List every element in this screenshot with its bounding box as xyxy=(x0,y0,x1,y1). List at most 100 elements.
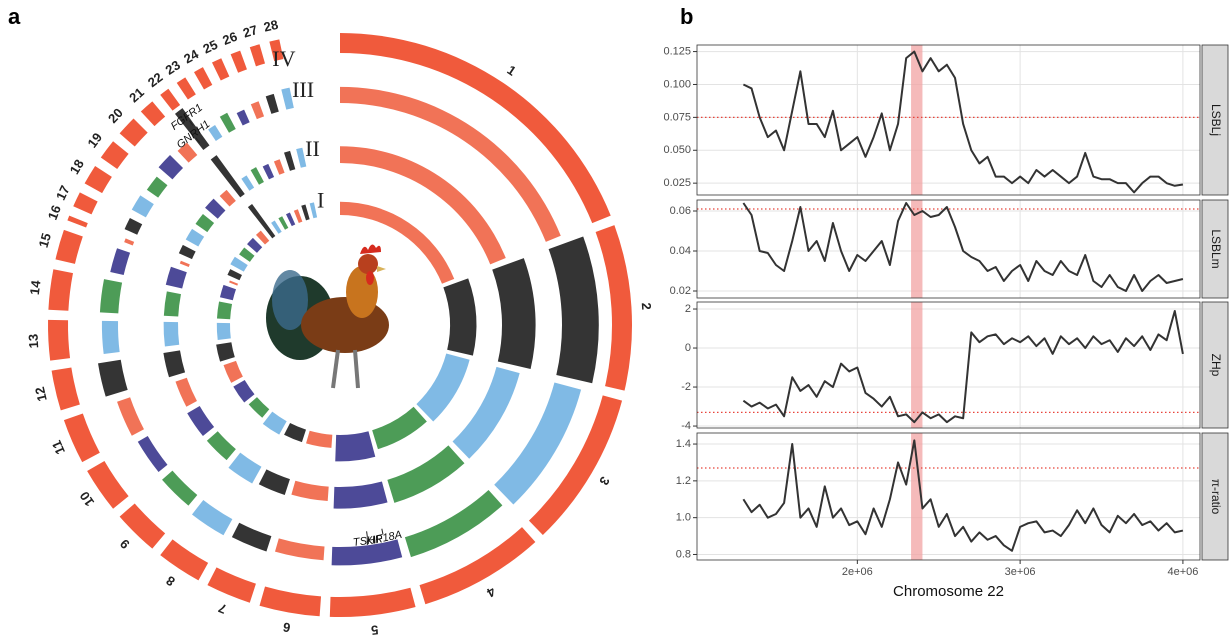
track-signal xyxy=(205,198,226,219)
track-signal xyxy=(285,212,296,227)
chromosome-block xyxy=(269,39,284,62)
chromosome-block xyxy=(207,567,256,603)
chromosome-block xyxy=(140,101,166,127)
strip-background xyxy=(1201,432,1229,561)
highlight-region xyxy=(911,45,923,195)
chromosome-label: 4 xyxy=(484,584,498,601)
track-signal xyxy=(250,167,264,185)
track-signal xyxy=(296,147,307,168)
strip-background xyxy=(1201,199,1229,299)
track-signal xyxy=(163,291,181,317)
track-signal xyxy=(443,278,477,356)
track-signal xyxy=(262,163,275,180)
track-signal xyxy=(281,87,294,110)
chromosome-block xyxy=(528,395,623,536)
track-signal xyxy=(124,217,143,235)
track-signal xyxy=(229,280,239,286)
track-signal xyxy=(278,216,289,230)
strip-background xyxy=(1201,301,1229,429)
chromosome-block xyxy=(419,527,536,605)
track-signal xyxy=(387,445,465,503)
chromosome-label: 5 xyxy=(370,622,379,638)
chromosome-label: 9 xyxy=(117,536,133,552)
track-signal xyxy=(191,499,233,536)
track-label: I xyxy=(317,188,324,213)
track-signal xyxy=(239,247,255,262)
chromosome-label: 27 xyxy=(241,22,259,41)
highlight-region xyxy=(911,302,923,428)
track-signal xyxy=(228,452,262,484)
x-axis-title: Chromosome 22 xyxy=(893,583,1004,600)
y-tick-label: 2 xyxy=(685,303,691,315)
track-signal xyxy=(284,423,307,443)
chromosome-block xyxy=(73,192,98,215)
track-signal xyxy=(492,258,536,370)
chromosome-block xyxy=(119,503,166,549)
track-signal xyxy=(99,279,123,314)
track-signal xyxy=(146,176,168,198)
line xyxy=(742,50,1184,194)
panel-border xyxy=(696,432,1201,561)
chromosome-block xyxy=(230,50,247,73)
track-signal xyxy=(179,260,190,267)
track-signal xyxy=(178,244,196,260)
track-signal xyxy=(219,189,236,207)
chromosome-block xyxy=(176,77,196,100)
track-signal xyxy=(301,204,310,221)
track-signal xyxy=(340,201,455,284)
track-signal xyxy=(219,112,236,133)
chromosome-block xyxy=(249,44,266,67)
highlight-region xyxy=(911,200,923,298)
track-signal xyxy=(452,366,520,459)
panel-border xyxy=(696,301,1201,429)
track-signal xyxy=(250,101,265,120)
chromosome-label: 19 xyxy=(84,130,105,151)
track-signal xyxy=(162,470,198,506)
y-tick-label: 1.4 xyxy=(676,438,691,450)
chromosome-label: 22 xyxy=(145,69,166,90)
track-signal xyxy=(216,301,233,320)
chromosome-label: 28 xyxy=(262,17,279,35)
y-tick-label: -2 xyxy=(681,381,691,393)
y-tick-label: 0.06 xyxy=(670,205,691,217)
strip-label: ZHp xyxy=(1209,354,1223,377)
panel-label: b xyxy=(680,4,693,29)
track-signal xyxy=(230,256,248,272)
track-signal xyxy=(210,155,245,198)
chromosome-label: 3 xyxy=(596,474,613,488)
track-signal xyxy=(216,342,235,362)
chromosome-label: 20 xyxy=(105,105,126,126)
track-signal xyxy=(216,322,231,341)
chromosome-block xyxy=(340,33,611,224)
track-signal xyxy=(275,538,325,561)
track-signal xyxy=(265,93,279,114)
track-signal xyxy=(293,209,303,224)
track-signal xyxy=(271,220,282,234)
chromosome-block xyxy=(595,225,632,391)
track-signal xyxy=(306,430,333,448)
track-signal xyxy=(309,202,318,219)
gene-label: TSHR xyxy=(352,533,383,549)
x-tick-label: 4e+06 xyxy=(1167,566,1198,578)
y-tick-label: -4 xyxy=(681,420,691,432)
track-signal xyxy=(241,175,255,191)
chromosome-label: 21 xyxy=(126,85,147,106)
chromosome-block xyxy=(194,67,213,90)
track-signal xyxy=(255,230,270,245)
rooster-illustration xyxy=(266,244,389,389)
chromosome-block xyxy=(48,269,73,311)
track-signal xyxy=(494,382,582,505)
track-signal xyxy=(110,248,131,276)
track-label: III xyxy=(292,77,314,102)
chromosome-label: 10 xyxy=(77,489,98,509)
track-signal xyxy=(236,109,250,126)
chromosome-label: 14 xyxy=(27,279,44,296)
track-signal xyxy=(137,436,168,472)
annotation-tick xyxy=(188,120,194,126)
chromosome-label: 17 xyxy=(53,183,73,203)
panel-background xyxy=(697,200,1200,298)
y-tick-label: 1.2 xyxy=(676,475,691,487)
track-signal xyxy=(331,539,403,566)
track-signal xyxy=(233,380,255,403)
track-signal xyxy=(372,406,427,450)
